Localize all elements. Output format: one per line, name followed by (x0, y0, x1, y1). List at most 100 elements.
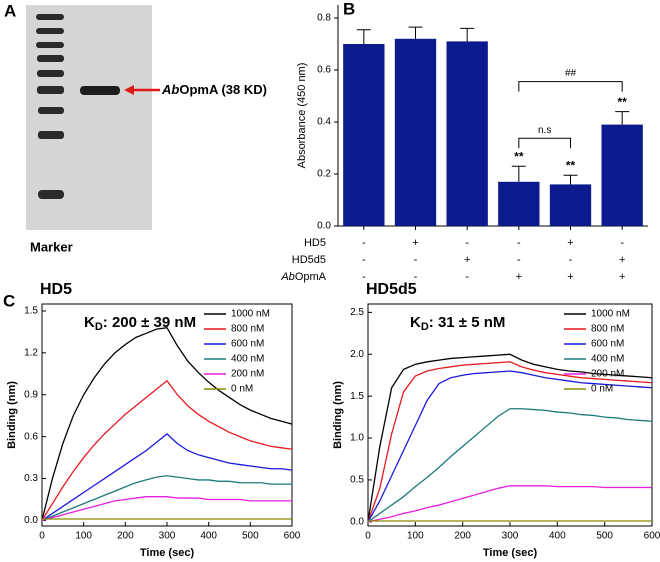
condition-mark: - (414, 271, 418, 283)
x-axis-label: Time (sec) (483, 547, 538, 559)
series-line (367, 408, 653, 523)
series-line (367, 353, 653, 522)
marker-label: Marker (30, 239, 73, 254)
panel-label: A (4, 1, 16, 20)
y-tick-label: 0.0 (350, 516, 364, 527)
condition-mark: + (464, 254, 470, 266)
gel-image (26, 5, 152, 230)
kd-value: : 31 ± 5 nM (429, 314, 506, 331)
sample-band (80, 86, 120, 95)
x-tick-label: 100 (75, 531, 92, 542)
series-line (41, 496, 292, 522)
kd-annotation: KD: 31 ± 5 nM (410, 314, 505, 333)
legend-label: 1000 nM (231, 309, 270, 320)
condition-mark: - (465, 237, 469, 249)
legend-label: 200 nM (231, 369, 264, 380)
condition-name: AbOpmA (280, 271, 326, 283)
bar (498, 181, 540, 226)
x-tick-label: 400 (549, 531, 566, 542)
legend-label: 600 nM (231, 339, 264, 350)
error-bar (356, 29, 371, 44)
legend-label: 800 nM (231, 324, 264, 335)
y-tick-label: 2.5 (350, 307, 364, 318)
series-line (41, 327, 293, 521)
marker-bands (36, 14, 64, 199)
y-tick-label: 0.9 (24, 389, 38, 400)
bar-label: ** (617, 95, 627, 109)
bar (394, 38, 437, 226)
error-bar (460, 27, 475, 42)
y-axis-label: Binding (nm) (332, 381, 344, 449)
x-tick-label: 500 (596, 531, 613, 542)
y-axis-label: Binding (nm) (6, 381, 18, 449)
legend-label: 400 nM (591, 354, 624, 365)
condition-mark: - (517, 254, 521, 266)
legend-label: 600 nM (591, 339, 624, 350)
x-tick-label: 100 (407, 531, 424, 542)
condition-mark: + (567, 237, 573, 249)
legend-label: 800 nM (591, 324, 624, 335)
band-label-text: OpmA (38 KD) (179, 82, 267, 97)
bar (446, 41, 488, 227)
y-tick-label: 0.0 (24, 515, 38, 526)
x-tick-label: 0 (39, 531, 45, 542)
y-tick-label: 0.5 (350, 475, 364, 486)
condition-name-italic: Ab (280, 271, 294, 283)
condition-name: HD5d5 (292, 254, 326, 266)
bracket-label: n.s (538, 125, 551, 136)
condition-mark: + (619, 271, 625, 283)
x-tick-label: 300 (159, 531, 176, 542)
series-line (367, 370, 653, 523)
x-tick-label: 200 (117, 531, 134, 542)
x-tick-label: 300 (502, 531, 519, 542)
y-tick-label: 1.5 (350, 391, 364, 402)
condition-mark: + (567, 271, 573, 283)
y-tick-label: 1.0 (350, 433, 364, 444)
x-tick-label: 600 (644, 531, 660, 542)
band-label-italic: Ab (161, 82, 179, 97)
condition-mark: - (414, 254, 418, 266)
kd-value: : 200 ± 39 nM (103, 314, 196, 331)
panel-label: C (3, 291, 15, 310)
plot-frame (41, 303, 293, 527)
condition-mark: + (516, 271, 522, 283)
error-bar (511, 165, 526, 182)
y-tick-label: 0.2 (317, 169, 331, 180)
legend-label: 0 nM (231, 384, 253, 395)
chart-title: HD5 (40, 281, 72, 298)
legend-label: 200 nM (591, 369, 624, 380)
legend-label: 0 nM (591, 384, 613, 395)
condition-mark: - (620, 237, 624, 249)
series-line (41, 379, 293, 521)
band-label: AbOpmA (38 KD) (161, 82, 267, 97)
y-tick-label: 0.3 (24, 473, 38, 484)
bracket (518, 137, 571, 149)
condition-mark: - (517, 237, 521, 249)
bar (601, 124, 643, 226)
condition-name-text: OpmA (295, 271, 327, 283)
condition-name: HD5 (304, 237, 326, 249)
condition-name-text: HD5 (304, 237, 326, 249)
x-tick-label: 600 (284, 531, 301, 542)
y-tick-label: 0.6 (24, 431, 38, 442)
condition-mark: + (619, 254, 625, 266)
y-tick-label: 0.6 (317, 65, 331, 76)
condition-mark: - (465, 271, 469, 283)
y-axis-label: Absorbance (450 nm) (296, 63, 308, 169)
legend-label: 400 nM (231, 354, 264, 365)
bracket-label: ## (565, 68, 577, 79)
series-line (367, 361, 653, 523)
bar (549, 184, 592, 226)
x-tick-label: 200 (454, 531, 471, 542)
series-line (41, 475, 292, 522)
kd-subscript: D (95, 321, 103, 333)
error-bar (615, 111, 630, 125)
kd-symbol: K (410, 314, 421, 331)
series-line (367, 485, 652, 523)
bar (343, 44, 385, 226)
condition-mark: - (362, 254, 366, 266)
legend-label: 1000 nM (591, 309, 630, 320)
x-axis-label: Time (sec) (140, 547, 195, 559)
series-line (41, 432, 293, 521)
